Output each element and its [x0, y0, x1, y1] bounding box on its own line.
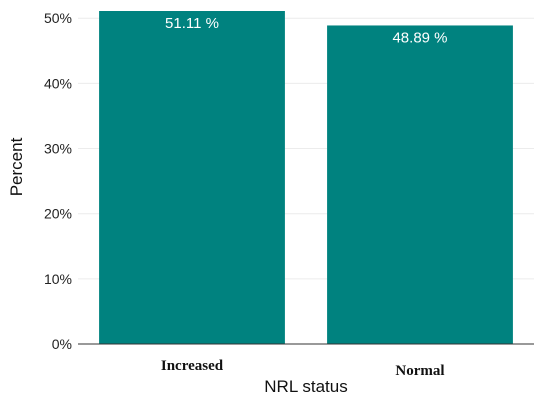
y-tick-label: 20% [44, 206, 72, 222]
x-axis-title: NRL status [264, 377, 347, 396]
bar-increased [99, 11, 285, 344]
y-tick-label: 10% [44, 271, 72, 287]
y-tick-label: 0% [52, 336, 72, 352]
y-tick-label: 40% [44, 75, 72, 91]
x-tick-label: Increased [161, 358, 224, 374]
bars [99, 11, 513, 344]
bar-value-label: 51.11 % [165, 15, 219, 32]
y-tick-label: 50% [44, 10, 72, 26]
bar-value-labels: 51.11 % 48.89 % [165, 15, 447, 46]
x-tick-label: Normal [395, 363, 444, 379]
y-axis-ticks: 0% 10% 20% 30% 40% 50% [44, 10, 72, 352]
bar-value-label: 48.89 % [392, 29, 447, 46]
x-axis-ticks: Increased Normal [161, 358, 445, 379]
y-tick-label: 30% [44, 141, 72, 157]
y-axis-title: Percent [7, 137, 26, 196]
bar-normal [327, 25, 513, 344]
